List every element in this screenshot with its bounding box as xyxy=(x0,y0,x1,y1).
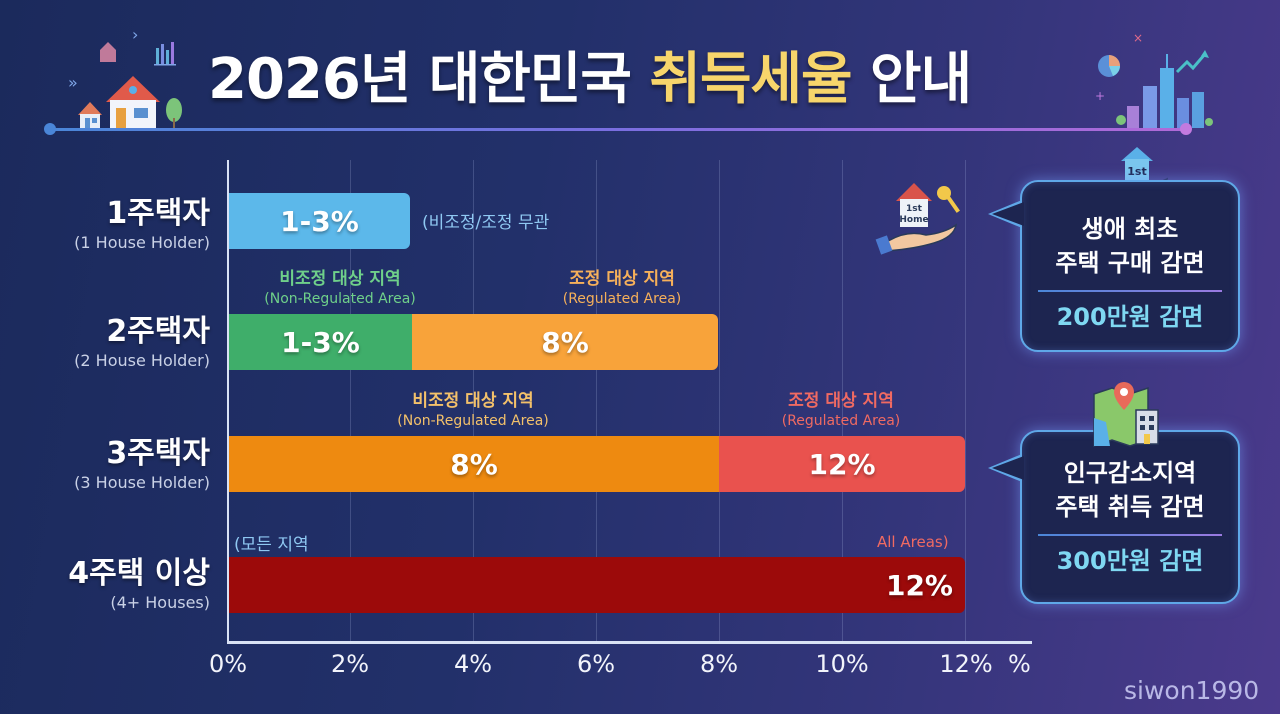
callout-divider xyxy=(1038,534,1222,536)
row-label-en: (2 House Holder) xyxy=(74,351,210,370)
svg-text:›: › xyxy=(132,25,138,44)
area-label-regulated: 조정 대상 지역 (Regulated Area) xyxy=(782,390,901,430)
bar-value: 1-3% xyxy=(280,204,359,238)
bar-3-house-non-regulated: 8% xyxy=(229,436,719,492)
bar-2-house-regulated: 8% xyxy=(412,314,718,370)
svg-text:×: × xyxy=(1133,31,1143,45)
row-label-en: (1 House Holder) xyxy=(74,233,210,252)
row-label-ko: 3주택자 xyxy=(106,436,210,471)
svg-text:+: + xyxy=(1095,89,1105,103)
row-label-1-house: 1주택자 (1 House Holder) xyxy=(74,196,210,254)
area-label-regulated: 조정 대상 지역 (Regulated Area) xyxy=(563,268,682,308)
x-tick: 12% xyxy=(939,650,993,678)
area-label-en: (Non-Regulated Area) xyxy=(397,413,549,429)
row-label-ko: 2주택자 xyxy=(106,314,210,349)
area-label-en: (Regulated Area) xyxy=(562,291,682,307)
title-prefix: 2026년 대한민국 xyxy=(208,47,650,112)
area-label-non-regulated: 비조정 대상 지역 (Non-Regulated Area) xyxy=(264,268,415,308)
header-divider xyxy=(50,128,1185,131)
row-label-ko: 1주택자 xyxy=(106,196,210,231)
x-tick: 4% xyxy=(453,650,493,678)
callout-title-line2: 주택 취득 감면 xyxy=(1055,493,1205,521)
svg-text:1st: 1st xyxy=(906,204,923,214)
header-divider-dot xyxy=(1180,123,1192,135)
area-label-en: (Regulated Area) xyxy=(781,413,901,429)
row-label-3-house: 3주택자 (3 House Holder) xyxy=(74,436,210,494)
callout-first-home: 생애 최초 주택 구매 감면 200만원 감면 xyxy=(988,180,1240,352)
bar-value: 12% xyxy=(885,568,953,602)
houses-illustration-icon: › » xyxy=(68,25,182,128)
map-pin-building-icon xyxy=(1093,382,1159,448)
bar-value: 1-3% xyxy=(281,325,360,359)
bar-3-house-regulated: 12% xyxy=(719,436,965,492)
callout-title-line1: 인구감소지역 xyxy=(1063,459,1197,487)
area-label-ko: 비조정 대상 지역 xyxy=(412,391,534,411)
callout-divider xyxy=(1038,290,1222,292)
callout-tail xyxy=(992,456,1024,480)
gridline xyxy=(842,160,843,641)
area-label-ko: 조정 대상 지역 xyxy=(569,269,675,289)
row-note-right: All Areas) xyxy=(877,533,949,551)
y-axis xyxy=(227,160,229,643)
first-home-hand-icon: 1st Home xyxy=(875,183,960,255)
area-label-non-regulated: 비조정 대상 지역 (Non-Regulated Area) xyxy=(397,390,548,430)
watermark: siwon1990 xyxy=(1124,676,1260,705)
city-chart-illustration-icon: × + xyxy=(1095,31,1213,128)
x-tick: 10% xyxy=(815,650,869,678)
x-axis xyxy=(227,641,1032,644)
x-tick: 8% xyxy=(699,650,739,678)
row-label-en: (3 House Holder) xyxy=(74,473,210,492)
svg-text:Home: Home xyxy=(899,215,928,225)
x-tick: 6% xyxy=(576,650,616,678)
bar-value: 8% xyxy=(450,447,498,481)
callout-title-line2: 주택 구매 감면 xyxy=(1055,249,1205,277)
x-axis-unit: % xyxy=(1008,650,1031,678)
svg-text:1st: 1st xyxy=(1127,165,1146,178)
callout-amount: 200만원 감면 xyxy=(1056,303,1204,331)
title-highlight: 취득세율 xyxy=(649,47,852,112)
header-divider-dot xyxy=(44,123,56,135)
callout-title-line1: 생애 최초 xyxy=(1081,215,1179,243)
bar-2-house-non-regulated: 1-3% xyxy=(229,314,412,370)
row-label-4plus-house: 4주택 이상 (4+ Houses) xyxy=(68,556,210,614)
gridline xyxy=(350,160,351,641)
title-suffix: 안내 xyxy=(851,47,972,112)
page-title: 2026년 대한민국 취득세율 안내 xyxy=(208,40,972,120)
area-label-en: (Non-Regulated Area) xyxy=(264,291,416,307)
gridline xyxy=(596,160,597,641)
callout-population-decline: 인구감소지역 주택 취득 감면 300만원 감면 xyxy=(988,430,1240,604)
row-label-en: (4+ Houses) xyxy=(110,593,210,612)
row-label-2-house: 2주택자 (2 House Holder) xyxy=(74,314,210,372)
svg-text:»: » xyxy=(68,73,78,92)
area-label-ko: 비조정 대상 지역 xyxy=(279,269,401,289)
x-tick: 2% xyxy=(330,650,370,678)
callout-tail xyxy=(992,202,1024,226)
gridline xyxy=(473,160,474,641)
bar-value: 8% xyxy=(541,325,589,359)
bar-value: 12% xyxy=(808,447,876,481)
bar-1-house: 1-3% xyxy=(229,193,410,249)
x-tick: 0% xyxy=(208,650,248,678)
row-note: (비조정/조정 무관 xyxy=(422,213,550,233)
area-label-ko: 조정 대상 지역 xyxy=(788,391,894,411)
callout-amount: 300만원 감면 xyxy=(1056,547,1204,575)
gridline xyxy=(965,160,966,641)
row-label-ko: 4주택 이상 xyxy=(68,556,210,591)
row-note-left: (모든 지역 xyxy=(234,535,309,555)
gridline xyxy=(719,160,720,641)
bar-4plus-house: 12% xyxy=(229,557,965,613)
